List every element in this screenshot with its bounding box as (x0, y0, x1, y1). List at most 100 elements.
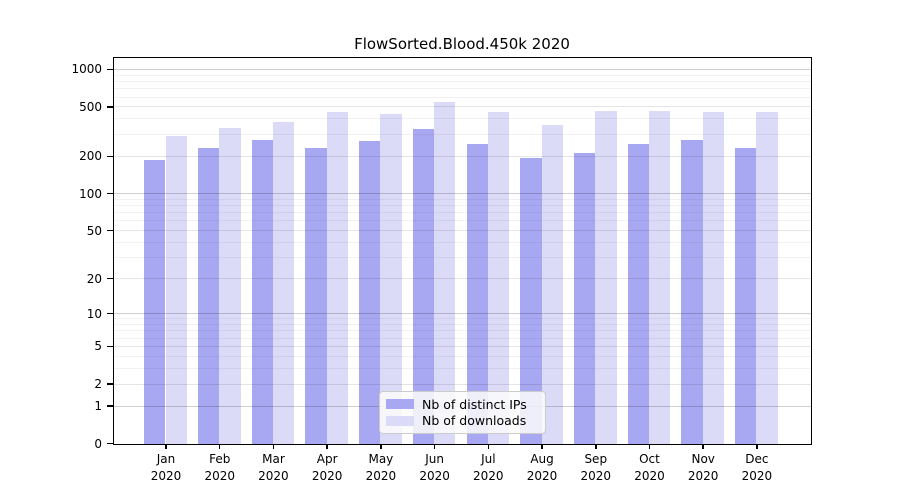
y-tick-label: 100 (79, 186, 102, 201)
gridline (114, 278, 811, 280)
legend-item-downloads: Nb of downloads (386, 413, 537, 429)
gridline (114, 241, 811, 243)
y-tick-mark (106, 68, 114, 71)
y-tick-label: 20 (86, 271, 102, 286)
gridline (114, 106, 811, 108)
y-tick-label: 50 (86, 223, 102, 238)
gridline (114, 133, 811, 135)
bar-downloads (702, 111, 724, 444)
gridline (114, 80, 811, 82)
gridline (114, 313, 811, 315)
x-tick-mark (165, 443, 167, 449)
bar-distinct-ips (681, 140, 703, 444)
x-tick-mark (433, 443, 436, 449)
x-tick-label: Jul 2020 (473, 451, 504, 483)
y-tick-mark (106, 277, 114, 280)
plot-area (113, 57, 812, 445)
y-tick-label: 0 (94, 436, 102, 451)
x-tick-label: Jan 2020 (150, 451, 182, 483)
legend-label-distinct-ips: Nb of distinct IPs (422, 396, 527, 412)
gridline (114, 198, 811, 200)
bar-distinct-ips (520, 157, 542, 444)
y-tick-mark (106, 345, 114, 348)
y-tick-mark (106, 229, 114, 232)
x-tick-mark (541, 443, 543, 449)
bar-distinct-ips (412, 129, 435, 444)
x-tick-label: Sep 2020 (580, 451, 612, 483)
bar-downloads (541, 125, 563, 444)
bar-downloads (434, 102, 456, 444)
x-tick-label: Apr 2020 (311, 451, 343, 483)
y-tick-label: 200 (79, 149, 102, 164)
bar-distinct-ips (251, 140, 273, 444)
legend: Nb of distinct IPs Nb of downloads (379, 391, 546, 434)
bar-downloads (487, 111, 510, 444)
gridline (114, 367, 811, 369)
x-tick-mark (702, 443, 704, 449)
bar-distinct-ips (305, 147, 327, 444)
bar-distinct-ips (573, 152, 596, 444)
y-tick-label: 500 (79, 99, 102, 114)
gridline (114, 68, 811, 70)
gridline (114, 330, 811, 332)
gridline (114, 74, 811, 76)
gridline (114, 88, 811, 90)
x-tick-mark (272, 443, 275, 449)
x-tick-mark (756, 443, 758, 449)
y-tick-label: 10 (86, 306, 102, 321)
y-tick-label: 2 (94, 377, 102, 391)
y-tick-mark (106, 155, 114, 158)
gridline (114, 346, 811, 347)
legend-label-downloads: Nb of downloads (422, 413, 527, 429)
bar-downloads (326, 111, 348, 444)
x-tick-mark (326, 443, 328, 449)
x-tick-label: Dec 2020 (741, 451, 773, 483)
gridline (114, 96, 811, 98)
bar-distinct-ips (197, 147, 220, 444)
legend-swatch-distinct-ips (386, 399, 414, 410)
bar-distinct-ips (359, 141, 381, 444)
x-tick-mark (648, 443, 651, 449)
gridline (114, 383, 811, 385)
chart-title: FlowSorted.Blood.450k 2020 (354, 35, 570, 53)
y-tick-mark (106, 192, 114, 195)
gridline (114, 193, 811, 195)
bar-downloads (648, 111, 671, 444)
bar-distinct-ips (144, 160, 166, 444)
gridline (114, 155, 811, 157)
gridline (114, 257, 811, 258)
x-tick-label: May 2020 (365, 451, 397, 483)
y-tick-mark (106, 312, 114, 315)
gridline (114, 324, 811, 325)
x-tick-mark (218, 443, 221, 449)
x-tick-label: Oct 2020 (634, 451, 665, 483)
bar-downloads (272, 122, 295, 444)
bar-downloads (165, 135, 187, 444)
bar-distinct-ips (466, 144, 488, 444)
bar-downloads (595, 111, 617, 444)
x-tick-label: Nov 2020 (687, 451, 719, 483)
y-tick-mark (106, 383, 114, 385)
y-tick-label: 5 (94, 339, 102, 354)
legend-item-distinct-ips: Nb of distinct IPs (386, 396, 537, 412)
x-tick-label: Mar 2020 (258, 451, 289, 483)
y-tick-mark (106, 106, 114, 108)
gridline (114, 212, 811, 214)
gridline (114, 230, 811, 232)
gridline (114, 355, 811, 357)
x-tick-mark (595, 443, 597, 449)
y-tick-mark (106, 442, 114, 445)
gridline (114, 220, 811, 222)
gridline (114, 337, 811, 339)
x-tick-label: Feb 2020 (204, 451, 235, 483)
gridline (114, 118, 811, 120)
bar-downloads (756, 111, 778, 444)
bar-distinct-ips (735, 148, 757, 444)
y-tick-label: 1000 (71, 62, 102, 77)
bar-downloads (219, 128, 241, 444)
y-tick-mark (106, 405, 114, 407)
gridline (114, 318, 811, 320)
x-tick-label: Jun 2020 (419, 451, 450, 483)
legend-swatch-downloads (386, 415, 414, 426)
